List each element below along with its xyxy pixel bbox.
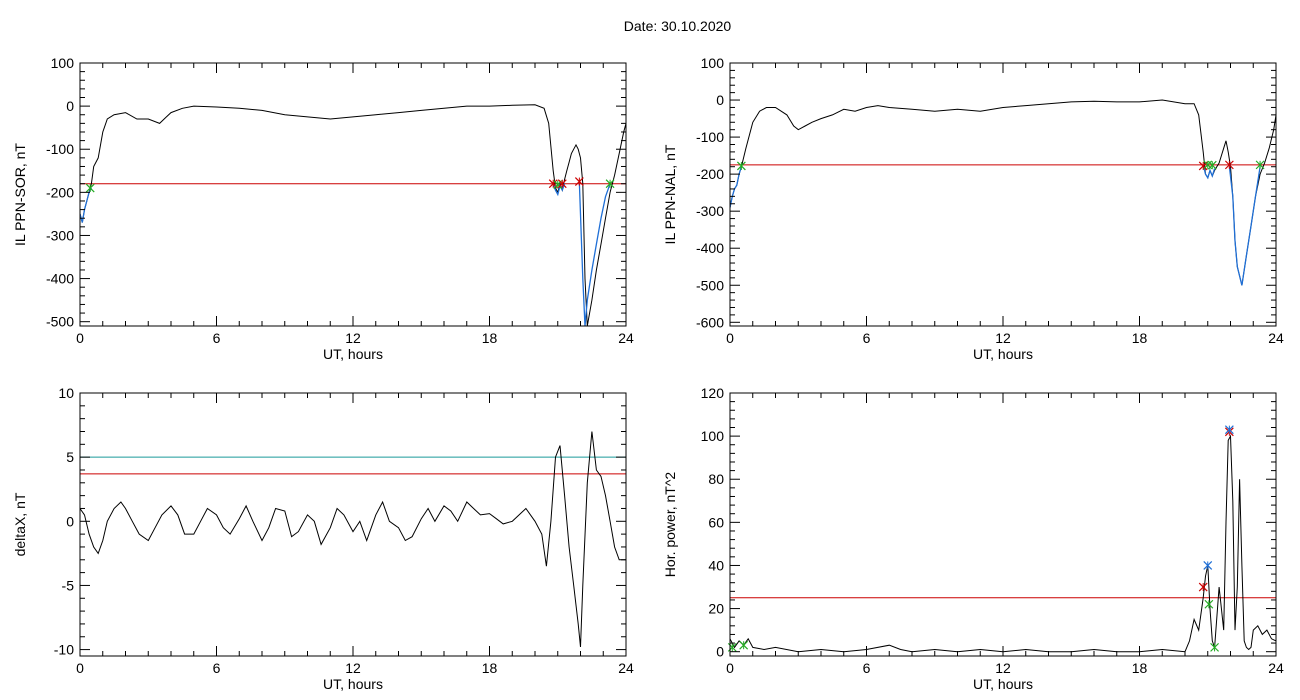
y-tick-label: 40 [708, 557, 724, 573]
y-tick-label: 20 [708, 601, 724, 617]
y-tick-label: 0 [66, 98, 74, 114]
event-marker [1204, 599, 1214, 609]
event-marker [1224, 425, 1234, 435]
series-line [80, 431, 626, 648]
x-axis-label: UT, hours [323, 676, 383, 692]
y-tick-label: -500 [46, 314, 74, 330]
y-tick-label: 80 [708, 471, 724, 487]
event-marker [1224, 160, 1234, 170]
highlight-segment [578, 183, 611, 326]
page-title: Date: 30.10.2020 [623, 18, 732, 34]
y-tick-label: -300 [46, 227, 74, 243]
y-tick-label: -10 [54, 642, 74, 658]
x-axis-label: UT, hours [323, 346, 383, 362]
x-axis-label: UT, hours [973, 346, 1033, 362]
x-tick-label: 18 [482, 330, 498, 346]
y-tick-label: -100 [696, 129, 724, 145]
y-axis-label: IL PPN-NAL, nT [662, 144, 678, 244]
y-tick-label: -5 [62, 577, 75, 593]
y-tick-label: -200 [46, 184, 74, 200]
plot-frame [79, 392, 627, 657]
series-line [730, 434, 1276, 653]
y-tick-label: 100 [701, 55, 725, 71]
x-tick-label: 12 [995, 660, 1011, 676]
event-marker [1198, 582, 1208, 592]
y-tick-label: 120 [701, 385, 725, 401]
x-tick-label: 12 [345, 330, 361, 346]
x-tick-label: 18 [1132, 660, 1148, 676]
event-marker [1207, 160, 1217, 170]
y-tick-label: -400 [696, 240, 724, 256]
event-marker [85, 183, 95, 193]
highlight-segment [552, 183, 566, 197]
y-axis-label: Hor. power, nT^2 [662, 472, 678, 578]
y-tick-label: -400 [46, 271, 74, 287]
x-tick-label: 6 [213, 330, 221, 346]
chart-panel-power: 0 6 12 18 24 0 20 40 60 80 100 120 UT, hours Hor. pow… [662, 385, 1284, 692]
highlight-segment [730, 166, 743, 208]
event-marker [1210, 642, 1219, 652]
y-axis-label: IL PPN-SOR, nT [12, 143, 28, 246]
x-tick-label: 6 [213, 660, 221, 676]
highlight-segment [1228, 166, 1261, 286]
event-marker [736, 161, 746, 171]
x-tick-label: 24 [618, 660, 634, 676]
plot-frame [729, 392, 1277, 657]
event-marker [574, 177, 584, 186]
y-tick-label: -100 [46, 141, 74, 157]
y-tick-label: 100 [701, 428, 725, 444]
x-tick-label: 6 [863, 330, 871, 346]
event-marker [1255, 160, 1265, 170]
y-axis-label: deltaX, nT [12, 492, 28, 556]
x-tick-label: 24 [1268, 330, 1284, 346]
x-tick-label: 12 [345, 660, 361, 676]
event-marker [1203, 561, 1213, 570]
y-tick-label: 100 [51, 55, 75, 71]
x-tick-label: 18 [1132, 330, 1148, 346]
y-tick-label: -500 [696, 277, 724, 293]
x-tick-label: 6 [863, 660, 871, 676]
event-marker [557, 179, 567, 189]
y-tick-label: 0 [66, 513, 74, 529]
y-tick-label: 5 [66, 449, 74, 465]
x-tick-label: 24 [618, 330, 634, 346]
series-line [80, 104, 626, 326]
x-tick-label: 12 [995, 330, 1011, 346]
x-axis-label: UT, hours [973, 676, 1033, 692]
x-tick-label: 0 [76, 660, 84, 676]
y-tick-label: -200 [696, 166, 724, 182]
highlight-segment [1202, 164, 1216, 180]
y-tick-label: 10 [58, 385, 74, 401]
y-tick-label: 0 [716, 644, 724, 660]
chart-panel-nal: 0 6 12 18 24 -600 -500 -400 -300 -200 -100 0 100 UT, … [662, 55, 1284, 362]
chart-panel-sor: 0 6 12 18 24 -500 -400 -300 -200 -100 0 100 UT, hour… [12, 55, 634, 362]
plot-frame [79, 62, 627, 327]
x-tick-label: 0 [726, 330, 734, 346]
y-tick-label: 60 [708, 514, 724, 530]
y-tick-label: -300 [696, 203, 724, 219]
y-tick-label: -600 [696, 314, 724, 330]
chart-panel-deltax: 0 6 12 18 24 -10 -5 0 5 10 UT, hours deltaX, nT [12, 385, 634, 692]
event-marker [739, 640, 749, 650]
x-tick-label: 0 [726, 660, 734, 676]
x-tick-label: 24 [1268, 660, 1284, 676]
x-tick-label: 18 [482, 660, 498, 676]
highlight-segment [80, 187, 92, 223]
plot-frame [729, 62, 1277, 327]
series-line [730, 99, 1276, 286]
x-tick-label: 0 [76, 330, 84, 346]
y-tick-label: 0 [716, 92, 724, 108]
event-marker [605, 179, 615, 189]
